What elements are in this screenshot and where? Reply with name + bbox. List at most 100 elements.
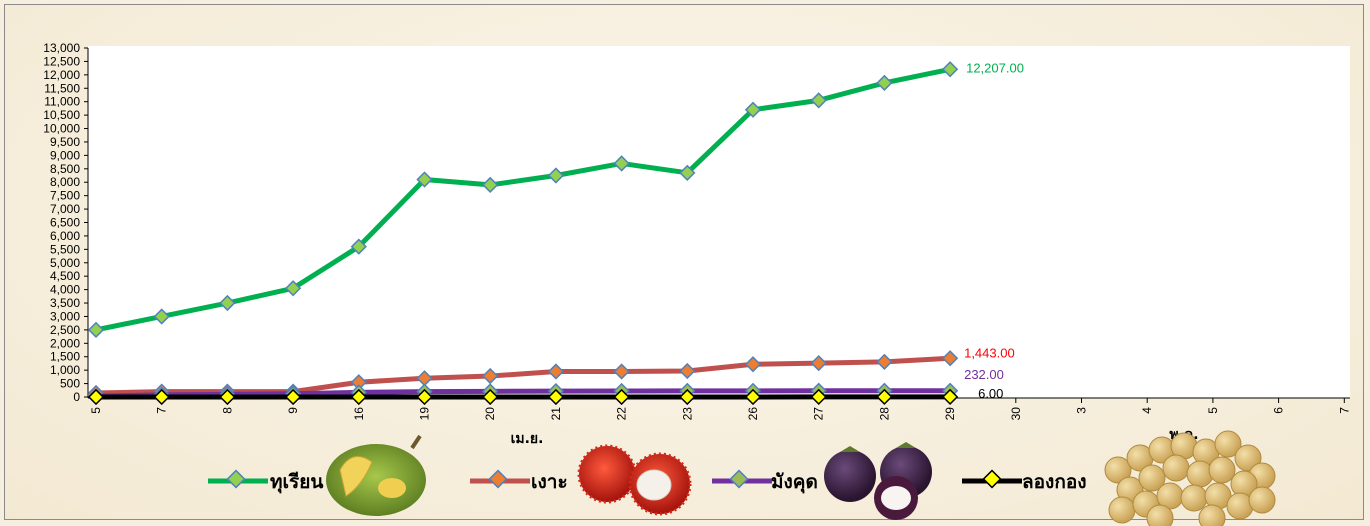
data-point bbox=[613, 388, 630, 406]
data-point bbox=[941, 350, 959, 367]
data-point bbox=[284, 280, 302, 297]
data-point bbox=[482, 388, 499, 406]
y-tick-label: 9,500 bbox=[50, 135, 80, 149]
x-tick-label: 27 bbox=[812, 407, 826, 421]
longkong-fruit bbox=[1198, 504, 1226, 526]
y-tick-label: 500 bbox=[60, 377, 80, 391]
x-tick-label: 29 bbox=[943, 407, 957, 421]
y-tick-label: 10,000 bbox=[43, 122, 80, 136]
longkong-fruit bbox=[1104, 456, 1132, 484]
y-tick-label: 2,500 bbox=[50, 323, 80, 337]
plot-area bbox=[88, 46, 1350, 398]
y-tick-label: 1,000 bbox=[50, 363, 80, 377]
series-line bbox=[95, 66, 951, 333]
x-tick-label: 19 bbox=[418, 407, 432, 421]
data-point bbox=[613, 363, 630, 380]
x-tick-label: 7 bbox=[1337, 407, 1351, 414]
y-tick-label: 6,000 bbox=[50, 229, 80, 243]
legend-label-mangosteen: มังคุด bbox=[771, 471, 818, 494]
x-tick-label: 9 bbox=[286, 407, 300, 414]
series-0 bbox=[87, 61, 959, 339]
data-point bbox=[744, 388, 762, 406]
x-tick-label: 23 bbox=[680, 407, 694, 421]
data-point bbox=[679, 362, 696, 380]
data-point bbox=[350, 374, 367, 391]
data-point bbox=[613, 155, 630, 172]
rambutan-image bbox=[577, 444, 692, 516]
y-tick-label: 4,000 bbox=[50, 283, 80, 297]
y-tick-label: 3,000 bbox=[50, 309, 80, 323]
y-axis: 05001,0001,5002,0002,5003,0003,5004,0004… bbox=[43, 41, 89, 404]
legend: ทุเรียน เงาะ มังคุด ลองกอง bbox=[208, 469, 1087, 494]
x-tick-label: 6 bbox=[1272, 407, 1286, 414]
legend-item-rambutan[interactable]: เงาะ bbox=[470, 469, 568, 493]
end-value-label: 6.00 bbox=[978, 386, 1003, 401]
longkong-fruit bbox=[1186, 460, 1214, 488]
data-point bbox=[153, 308, 170, 325]
data-point bbox=[810, 388, 827, 406]
data-point bbox=[876, 74, 893, 92]
data-point bbox=[679, 164, 696, 181]
x-tick-label: 5 bbox=[89, 407, 103, 414]
data-point bbox=[810, 355, 827, 372]
series-line bbox=[95, 355, 951, 396]
y-tick-label: 4,500 bbox=[50, 269, 80, 283]
longkong-image bbox=[1104, 430, 1276, 526]
x-axis: 5 7 8 9 16 19 20 21 22 23 26 27 28 29 30 3 4 5 6 7 bbox=[88, 397, 1351, 421]
longkong-fruit bbox=[1138, 464, 1166, 492]
y-tick-label: 11,000 bbox=[44, 95, 80, 109]
legend-label-durian: ทุเรียน bbox=[270, 471, 323, 494]
series-3 bbox=[87, 388, 959, 406]
x-tick-label: 21 bbox=[549, 407, 563, 421]
x-tick-label: 22 bbox=[615, 407, 629, 421]
data-point bbox=[284, 388, 302, 406]
y-tick-label: 3,500 bbox=[50, 296, 80, 310]
longkong-fruit bbox=[1146, 504, 1174, 526]
y-tick-label: 7,500 bbox=[50, 189, 80, 203]
y-tick-label: 11,500 bbox=[44, 81, 80, 95]
y-tick-label: 8,500 bbox=[50, 162, 80, 176]
x-tick-label: 8 bbox=[220, 407, 234, 414]
durian-image bbox=[326, 434, 426, 516]
legend-item-mangosteen[interactable]: มังคุด bbox=[712, 469, 818, 494]
data-point bbox=[350, 238, 367, 255]
data-point bbox=[87, 321, 105, 339]
data-point bbox=[679, 388, 696, 406]
month-label-april: เม.ย. bbox=[511, 431, 544, 447]
legend-label-rambutan: เงาะ bbox=[531, 471, 568, 493]
legend-item-durian[interactable]: ทุเรียน bbox=[208, 469, 323, 494]
longkong-fruit bbox=[1180, 484, 1208, 512]
data-point bbox=[482, 367, 499, 385]
end-value-label: 1,443.00 bbox=[964, 345, 1015, 360]
data-point bbox=[744, 356, 762, 373]
data-point bbox=[744, 101, 762, 118]
y-tick-label: 5,000 bbox=[50, 256, 80, 270]
data-point bbox=[87, 388, 105, 406]
data-point bbox=[416, 388, 433, 406]
longkong-fruit bbox=[1214, 430, 1242, 458]
data-point bbox=[547, 388, 565, 406]
mangosteen-image bbox=[824, 442, 932, 520]
series-layer bbox=[87, 61, 959, 406]
data-point bbox=[941, 61, 959, 78]
data-point bbox=[876, 353, 893, 370]
data-point bbox=[941, 388, 959, 405]
x-tick-label: 20 bbox=[483, 407, 497, 421]
legend-item-longkong[interactable]: ลองกอง bbox=[962, 469, 1087, 493]
longkong-fruit bbox=[1208, 456, 1236, 484]
y-tick-label: 12,500 bbox=[43, 54, 80, 68]
x-tick-label: 16 bbox=[352, 407, 366, 421]
longkong-fruit bbox=[1234, 444, 1262, 472]
data-point bbox=[810, 92, 827, 109]
y-tick-label: 2,000 bbox=[50, 336, 80, 350]
data-point bbox=[350, 388, 367, 406]
y-tick-label: 10,500 bbox=[43, 108, 80, 122]
y-tick-label: 0 bbox=[73, 390, 80, 404]
y-tick-label: 8,000 bbox=[50, 175, 80, 189]
y-tick-label: 6,500 bbox=[50, 216, 80, 230]
data-point bbox=[416, 370, 433, 387]
data-point bbox=[219, 294, 236, 312]
y-tick-label: 9,000 bbox=[50, 148, 80, 162]
data-point bbox=[416, 171, 433, 188]
